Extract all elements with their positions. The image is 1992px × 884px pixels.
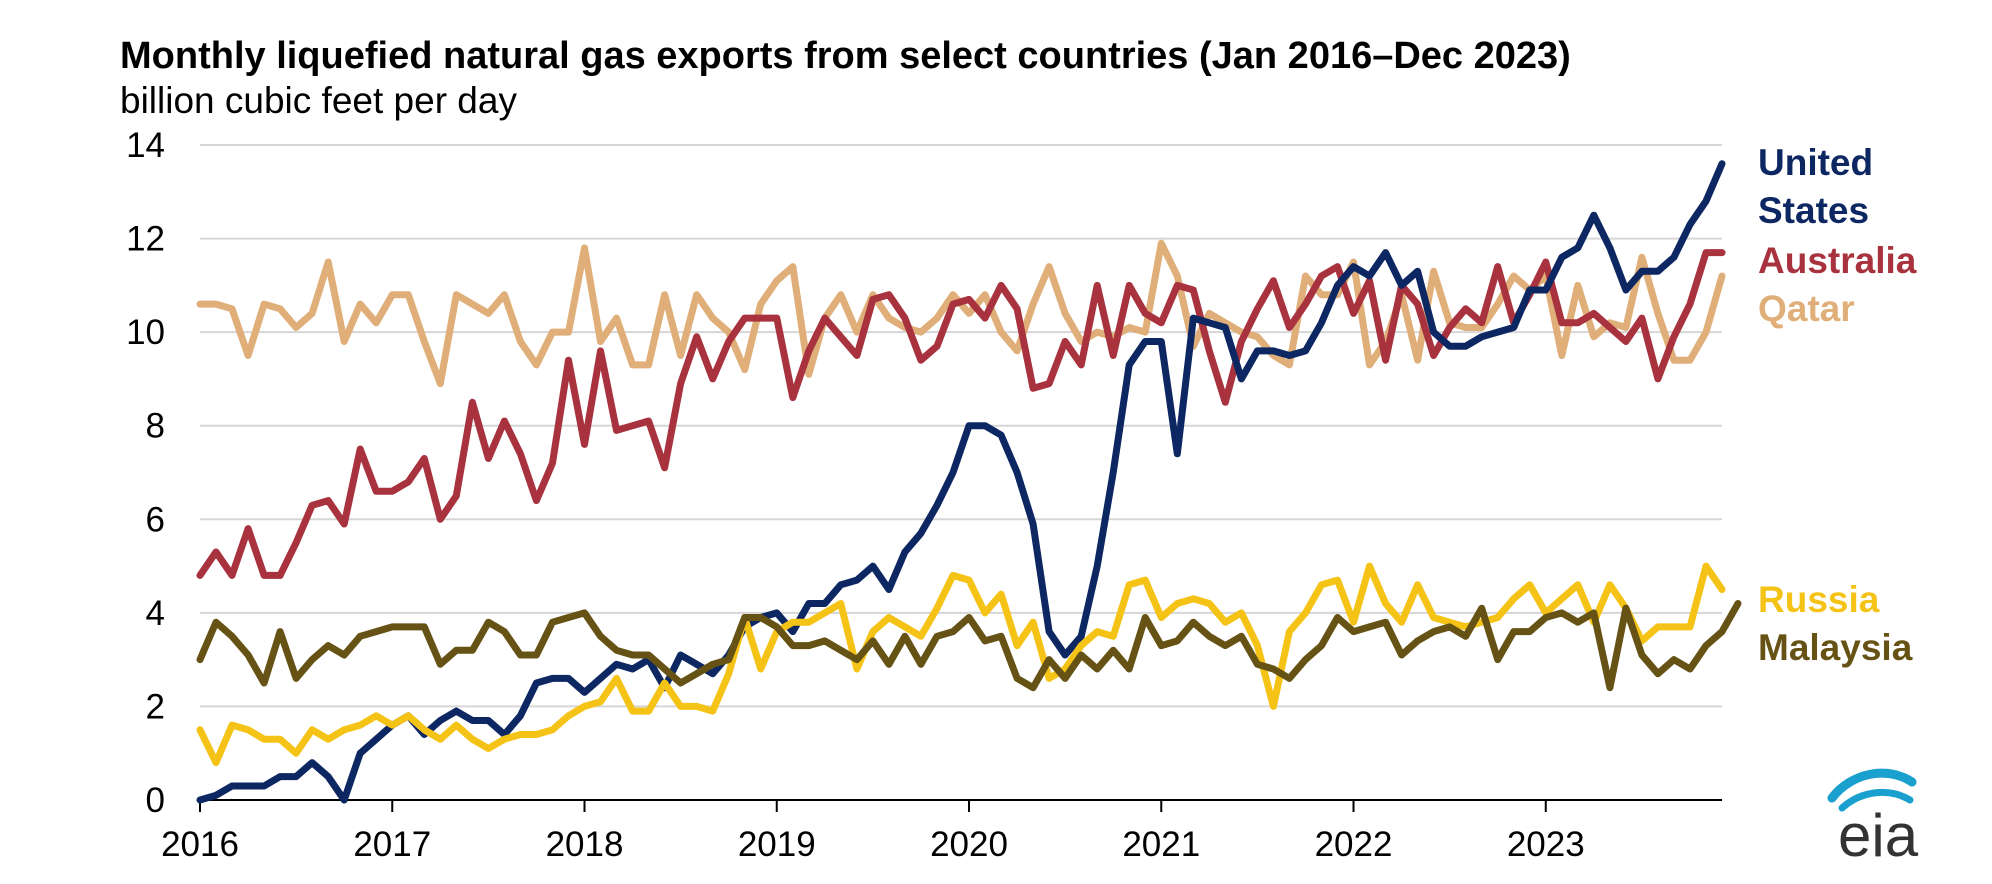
y-tick-label: 2 (146, 687, 165, 726)
x-tick-label: 2020 (930, 825, 1008, 864)
x-tick-label: 2023 (1507, 825, 1585, 864)
y-tick-label: 6 (146, 500, 165, 539)
y-axis-ticks: 0 2 4 6 8 10 12 14 (126, 126, 165, 820)
y-tick-label: 0 (146, 781, 165, 820)
y-tick-label: 14 (126, 126, 165, 165)
legend-label-united-states: States (1758, 190, 1869, 231)
series-lines (196, 160, 1742, 804)
y-axis-unit-label: billion cubic feet per day (120, 80, 517, 121)
x-tick-label: 2018 (546, 825, 624, 864)
eia-logo-text: eia (1838, 802, 1919, 869)
logo-arc (1838, 788, 1914, 812)
y-tick-label: 8 (146, 407, 165, 446)
legend-label-united-states: United (1758, 142, 1873, 183)
legend-label-qatar: Qatar (1758, 288, 1855, 329)
x-tick-label: 2019 (738, 825, 816, 864)
legend-label-malaysia: Malaysia (1758, 627, 1913, 668)
eia-logo: eia (1827, 768, 1919, 869)
gridlines (200, 144, 1722, 801)
x-tick-label: 2017 (353, 825, 431, 864)
x-tick-label: 2021 (1122, 825, 1200, 864)
series-line-qatar (196, 239, 1726, 388)
series-line-malaysia (196, 600, 1742, 692)
x-axis-ticks: 2016 2017 2018 2019 2020 2021 2022 2023 (161, 800, 1585, 864)
y-tick-label: 4 (146, 594, 165, 633)
x-tick-label: 2022 (1315, 825, 1393, 864)
chart-title: Monthly liquefied natural gas exports fr… (120, 35, 1571, 77)
series-line-united-states (196, 160, 1726, 804)
y-tick-label: 12 (126, 220, 165, 259)
series-line-russia (196, 562, 1726, 767)
logo-arc (1827, 768, 1917, 803)
y-tick-label: 10 (126, 313, 165, 352)
series-line-australia (196, 249, 1726, 579)
legend-label-russia: Russia (1758, 579, 1880, 620)
legend: Qatar Australia United States Russia Malaysia (1758, 142, 1917, 668)
x-tick-label: 2016 (161, 825, 239, 864)
legend-label-australia: Australia (1758, 240, 1917, 281)
